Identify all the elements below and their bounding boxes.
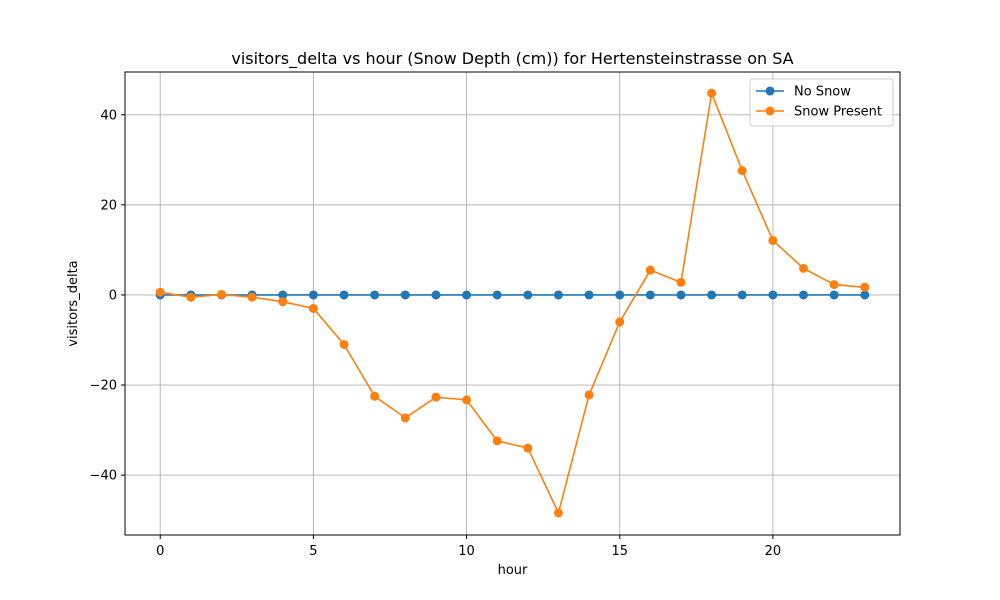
data-point	[216, 289, 226, 299]
data-point	[645, 265, 655, 275]
data-point	[737, 166, 747, 176]
data-point	[462, 290, 472, 300]
data-point	[615, 290, 625, 300]
data-point	[737, 290, 747, 300]
data-point	[431, 290, 441, 300]
data-point	[829, 280, 839, 290]
series-layer	[155, 88, 870, 518]
data-point	[492, 290, 502, 300]
data-point	[523, 290, 533, 300]
data-point	[768, 290, 778, 300]
data-point	[247, 292, 257, 302]
data-point	[523, 443, 533, 453]
data-point	[492, 436, 502, 446]
data-point	[278, 297, 288, 307]
data-point	[860, 290, 870, 300]
y-tick-label: 20	[100, 198, 117, 213]
data-point	[370, 290, 380, 300]
x-tick-label: 20	[765, 544, 782, 559]
data-point	[431, 392, 441, 402]
plot-area-frame	[124, 71, 901, 536]
data-point	[339, 290, 349, 300]
data-point	[584, 290, 594, 300]
grid-lines	[125, 72, 900, 535]
data-point	[676, 290, 686, 300]
x-axis-label: hour	[498, 563, 528, 578]
data-point	[308, 303, 318, 313]
legend-marker	[765, 106, 775, 116]
data-point	[553, 508, 563, 518]
data-point	[370, 391, 380, 401]
data-point	[707, 88, 717, 98]
data-point	[768, 235, 778, 245]
data-point	[400, 413, 410, 423]
legend-label: Snow Present	[794, 105, 882, 120]
y-axis-label: visitors_delta	[66, 260, 81, 346]
data-point	[553, 290, 563, 300]
data-point	[584, 390, 594, 400]
y-tick-label: 40	[100, 108, 117, 123]
series-line	[160, 92, 865, 514]
data-point	[308, 290, 318, 300]
y-tick-label: −40	[90, 469, 117, 484]
data-point	[615, 317, 625, 327]
data-point	[799, 290, 809, 300]
data-point	[676, 277, 686, 287]
data-point	[278, 290, 288, 300]
data-point	[707, 290, 717, 300]
data-point	[829, 290, 839, 300]
x-tick-label: 15	[611, 544, 628, 559]
data-point	[645, 290, 655, 300]
legend: No Snow Snow Present	[749, 78, 894, 127]
data-point	[155, 287, 165, 297]
legend-label: No Snow	[794, 85, 851, 100]
x-tick-label: 10	[458, 544, 475, 559]
y-tick-label: −20	[90, 379, 117, 394]
legend-marker	[765, 86, 775, 96]
data-point	[799, 263, 809, 273]
axis-ticks: 0 5 10 15 20 −40 −20 0 20 40	[90, 108, 782, 559]
series-snow-present	[155, 88, 870, 518]
data-point	[860, 282, 870, 292]
chart-title: visitors_delta vs hour (Snow Depth (cm))…	[231, 49, 793, 69]
data-point	[186, 292, 196, 302]
data-point	[462, 395, 472, 405]
y-tick-label: 0	[109, 288, 117, 303]
data-point	[339, 339, 349, 349]
legend-box	[749, 78, 894, 127]
x-tick-label: 5	[309, 544, 317, 559]
data-point	[400, 290, 410, 300]
x-tick-label: 0	[156, 544, 164, 559]
